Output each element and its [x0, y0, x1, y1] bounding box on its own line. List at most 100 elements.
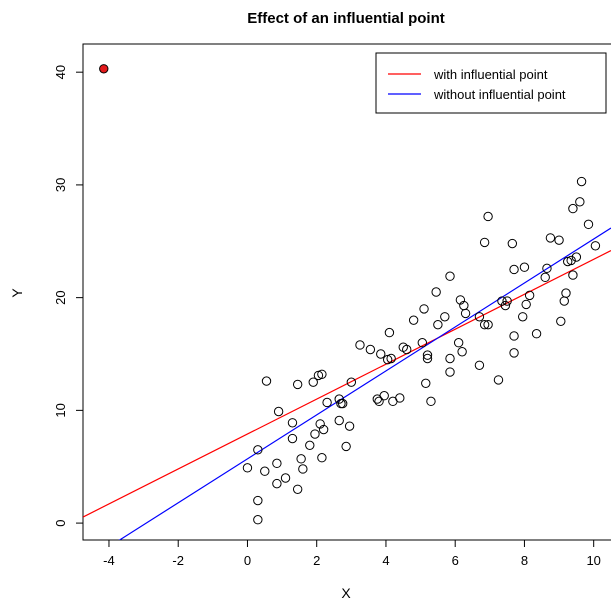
data-point	[346, 377, 357, 387]
data-point	[305, 440, 315, 451]
data-point	[509, 348, 519, 358]
data-point	[395, 393, 405, 403]
data-point	[540, 272, 550, 283]
data-point	[509, 264, 519, 275]
data-point	[521, 299, 531, 310]
data-point	[519, 262, 530, 272]
y-axis: 0 10 20 30 40	[53, 65, 83, 527]
data-point	[509, 331, 519, 341]
plot-area	[82, 43, 611, 541]
data-point	[422, 353, 433, 364]
y-tick-label: 20	[53, 290, 68, 304]
data-point	[518, 312, 528, 322]
data-point	[474, 360, 485, 370]
data-point	[445, 367, 455, 377]
data-point	[431, 287, 441, 297]
data-point	[272, 458, 282, 469]
data-point	[317, 453, 327, 463]
x-tick-label: -4	[103, 553, 115, 568]
x-tick-label: -2	[172, 553, 184, 568]
data-point	[545, 233, 556, 243]
data-point	[559, 296, 569, 306]
data-point	[402, 344, 412, 355]
plot-frame	[82, 43, 611, 541]
x-axis: -4 -2 0 2 4 6 8 10	[103, 540, 601, 568]
y-tick-label: 10	[53, 403, 68, 417]
data-point	[433, 319, 443, 330]
y-tick-label: 30	[53, 178, 68, 192]
data-point	[575, 197, 585, 207]
data-point	[445, 271, 455, 281]
data-point	[440, 312, 450, 322]
data-point	[493, 375, 504, 385]
data-point	[561, 288, 571, 298]
data-point	[315, 419, 325, 429]
influential-point	[99, 64, 109, 74]
data-point	[556, 316, 566, 327]
data-point	[292, 484, 303, 494]
data-point	[260, 466, 270, 476]
data-point	[571, 252, 582, 262]
x-tick-label: 2	[313, 553, 320, 568]
data-point	[287, 433, 298, 444]
data-point	[296, 454, 306, 464]
data-point	[474, 312, 485, 322]
legend-label: with influential point	[433, 67, 548, 82]
data-point	[408, 315, 419, 325]
data-point	[344, 421, 355, 431]
legend: with influential point without influentia…	[375, 52, 607, 114]
data-point	[273, 406, 284, 417]
x-tick-label: 4	[382, 553, 389, 568]
data-point	[455, 295, 466, 305]
data-point	[421, 378, 431, 389]
x-tick-label: 10	[586, 553, 600, 568]
data-point	[287, 418, 298, 428]
data-point	[334, 415, 344, 426]
data-point	[524, 290, 535, 301]
legend-box	[375, 52, 607, 114]
x-axis-label: X	[341, 585, 351, 601]
data-point	[355, 340, 365, 350]
x-tick-label: 6	[452, 553, 459, 568]
data-point	[566, 255, 576, 266]
data-point	[318, 424, 329, 435]
data-point	[341, 441, 351, 452]
data-point	[322, 397, 332, 408]
data-point	[422, 350, 433, 360]
data-point	[253, 495, 263, 506]
data-point	[457, 347, 467, 357]
data-point	[479, 237, 490, 248]
data-point	[576, 176, 587, 187]
x-tick-label: 8	[521, 553, 528, 568]
regression-line-without-influential	[118, 227, 611, 540]
data-point	[531, 329, 542, 339]
data-point	[337, 398, 348, 409]
data-point	[453, 338, 464, 348]
y-axis-label: Y	[9, 288, 25, 298]
data-point	[554, 235, 564, 245]
data-point	[568, 203, 578, 214]
y-tick-label: 40	[53, 65, 68, 79]
y-tick-label: 0	[53, 519, 68, 526]
data-point	[479, 319, 490, 330]
x-tick-label: 0	[244, 553, 251, 568]
legend-label: without influential point	[433, 87, 566, 102]
data-point	[483, 319, 493, 330]
data-point	[507, 238, 518, 249]
data-point	[417, 338, 428, 348]
data-point	[298, 464, 308, 474]
data-point	[253, 515, 263, 525]
data-point	[365, 344, 376, 355]
data-point	[253, 445, 263, 455]
data-point	[502, 296, 512, 306]
data-point	[379, 391, 389, 401]
data-point	[292, 379, 303, 390]
data-point	[426, 396, 436, 407]
data-point	[583, 219, 594, 230]
data-point	[590, 241, 601, 251]
data-point	[542, 263, 552, 274]
data-point	[242, 463, 253, 473]
data-point	[483, 211, 493, 222]
data-point	[374, 396, 384, 407]
